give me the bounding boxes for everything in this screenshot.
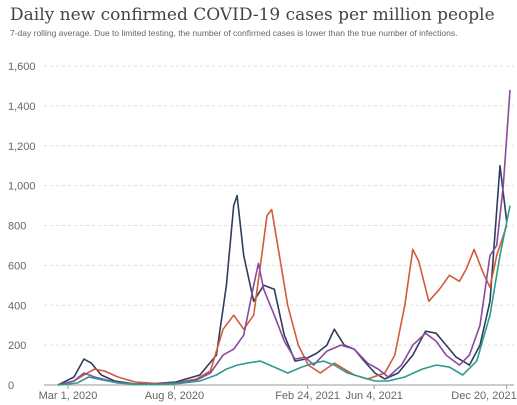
y-tick-label: 200	[8, 340, 26, 352]
chart-subtitle: 7-day rolling average. Due to limited te…	[10, 28, 458, 38]
x-tick-label: Dec 20, 2021	[451, 390, 516, 402]
y-tick-label: 0	[8, 380, 14, 392]
y-axis-ticks: 0 200 400 600 800 1,000 1,200 1,400 1,600	[8, 61, 36, 392]
y-tick-label: 400	[8, 300, 26, 312]
y-tick-label: 1,600	[8, 61, 36, 73]
series-lines	[57, 89, 511, 386]
chart-title: Daily new confirmed COVID-19 cases per m…	[10, 5, 495, 25]
y-tick-label: 1,400	[8, 101, 36, 113]
x-tick-label: Feb 24, 2021	[275, 390, 340, 402]
x-tick-label: Aug 8, 2020	[145, 390, 204, 402]
grid-lines	[44, 65, 514, 386]
x-tick-label: Jun 4, 2021	[345, 390, 403, 402]
x-axis-ticks: Mar 1, 2020 Aug 8, 2020 Feb 24, 2021 Jun 4,…	[39, 385, 517, 402]
y-tick-label: 1,000	[8, 181, 36, 193]
y-tick-label: 600	[8, 260, 26, 272]
series-line-2	[57, 208, 508, 386]
y-tick-label: 1,200	[8, 141, 36, 153]
x-tick-label: Mar 1, 2020	[39, 390, 98, 402]
series-line-4	[57, 205, 511, 386]
y-tick-label: 800	[8, 221, 26, 233]
